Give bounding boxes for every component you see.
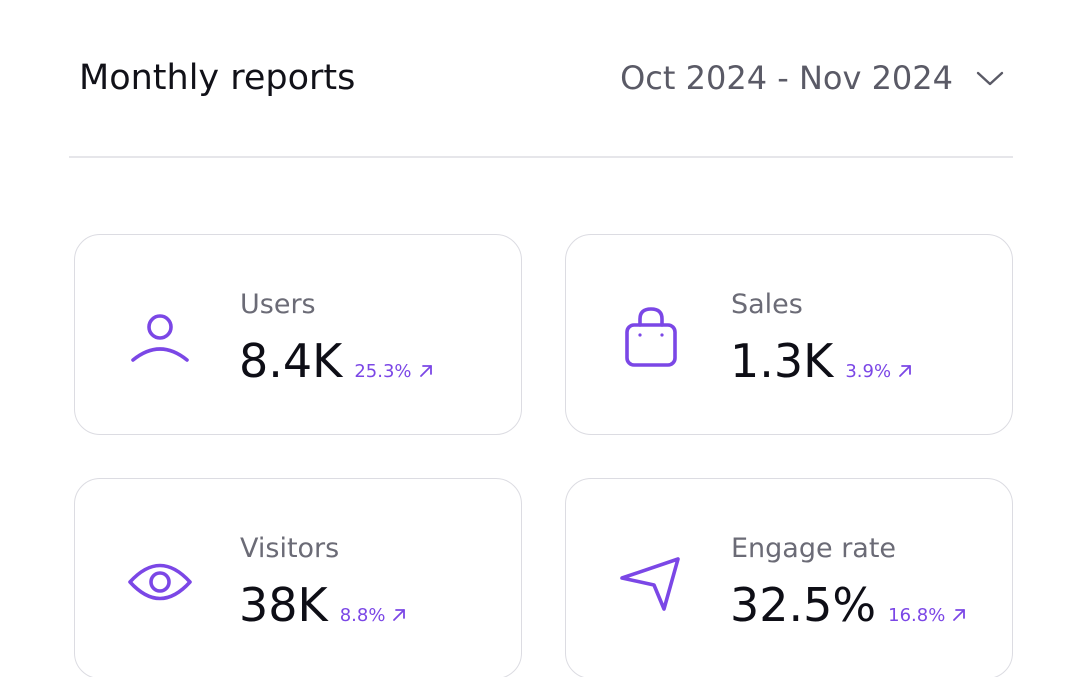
stat-label: Users — [240, 289, 316, 320]
eye-icon — [127, 549, 193, 615]
engage-rate-stat-card[interactable]: Engage rate 32.5% 16.8% — [565, 478, 1013, 677]
stat-label: Engage rate — [731, 533, 897, 564]
date-range-label: Oct 2024 - Nov 2024 — [620, 59, 953, 97]
stat-change: 8.8% — [340, 605, 408, 626]
stat-change: 3.9% — [845, 361, 913, 382]
stat-change-percent: 3.9% — [845, 361, 892, 382]
stat-value: 8.4K — [239, 334, 343, 388]
stat-value-row: 38K 8.8% — [239, 575, 407, 635]
date-range-dropdown[interactable]: Oct 2024 - Nov 2024 — [620, 56, 1005, 100]
stat-change: 25.3% — [354, 361, 433, 382]
chevron-down-icon — [976, 71, 1004, 86]
stat-change-percent: 25.3% — [354, 361, 412, 382]
arrow-up-right-icon — [419, 365, 432, 377]
stat-label: Sales — [731, 289, 803, 320]
stat-value-row: 1.3K 3.9% — [730, 331, 913, 391]
stat-change-percent: 8.8% — [339, 605, 386, 626]
stat-value: 38K — [239, 578, 328, 632]
stat-label: Visitors — [240, 533, 340, 564]
arrow-up-right-icon — [393, 609, 406, 621]
report-header: Monthly reports Oct 2024 - Nov 2024 — [69, 0, 1013, 158]
users-stat-card[interactable]: Users 8.4K 25.3% — [74, 234, 522, 435]
stat-value-row: 8.4K 25.3% — [239, 331, 434, 391]
sales-stat-card[interactable]: Sales 1.3K 3.9% — [565, 234, 1013, 435]
stat-change: 16.8% — [888, 605, 967, 626]
user-icon — [127, 305, 193, 371]
navigation-arrow-icon — [618, 549, 684, 615]
stat-value: 1.3K — [730, 334, 834, 388]
visitors-stat-card[interactable]: Visitors 38K 8.8% — [74, 478, 522, 677]
stat-change-percent: 16.8% — [888, 605, 946, 626]
stat-value: 32.5% — [730, 578, 877, 632]
arrow-up-right-icon — [899, 365, 911, 377]
shopping-bag-icon — [618, 305, 684, 371]
arrow-up-right-icon — [953, 609, 966, 621]
page-title: Monthly reports — [79, 58, 356, 98]
stat-value-row: 32.5% 16.8% — [730, 575, 967, 635]
